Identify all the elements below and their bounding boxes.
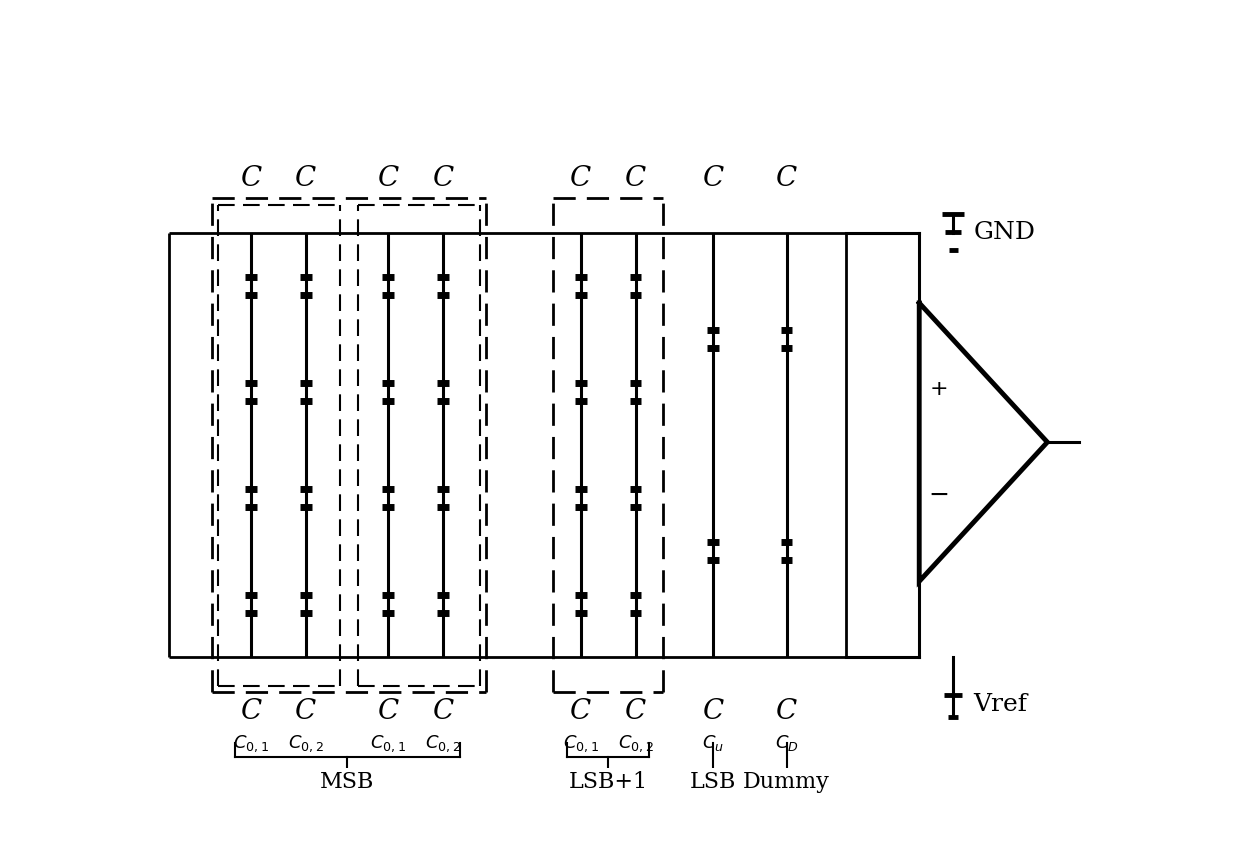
Text: $C_{0,1}$: $C_{0,1}$ [371, 734, 407, 754]
Text: C: C [378, 698, 399, 726]
Text: $C_u$: $C_u$ [702, 734, 724, 753]
Text: LSB: LSB [691, 771, 737, 792]
Text: Dummy: Dummy [743, 771, 830, 792]
Text: $C_{0,2}$: $C_{0,2}$ [618, 734, 653, 754]
Text: MSB: MSB [320, 771, 374, 792]
Text: C: C [570, 698, 591, 726]
Text: C: C [433, 698, 454, 726]
Text: C: C [241, 165, 262, 192]
Text: C: C [295, 698, 316, 726]
Text: C: C [570, 165, 591, 192]
Text: Vref: Vref [973, 693, 1027, 716]
Text: C: C [378, 165, 399, 192]
Text: $C_{0,1}$: $C_{0,1}$ [563, 734, 599, 754]
Text: +: + [930, 379, 949, 400]
Text: $C_{0,2}$: $C_{0,2}$ [288, 734, 324, 754]
Text: $C_D$: $C_D$ [775, 734, 799, 753]
Text: GND: GND [973, 221, 1035, 243]
Text: C: C [776, 165, 797, 192]
Text: C: C [433, 165, 454, 192]
Text: C: C [625, 165, 646, 192]
Text: −: − [929, 483, 950, 507]
Text: $C_{0,1}$: $C_{0,1}$ [233, 734, 269, 754]
Text: C: C [703, 698, 724, 726]
Text: $C_{0,2}$: $C_{0,2}$ [425, 734, 461, 754]
Text: C: C [625, 698, 646, 726]
Text: LSB+1: LSB+1 [568, 771, 647, 792]
Text: C: C [776, 698, 797, 726]
Text: C: C [703, 165, 724, 192]
Text: C: C [241, 698, 262, 726]
Text: C: C [295, 165, 316, 192]
